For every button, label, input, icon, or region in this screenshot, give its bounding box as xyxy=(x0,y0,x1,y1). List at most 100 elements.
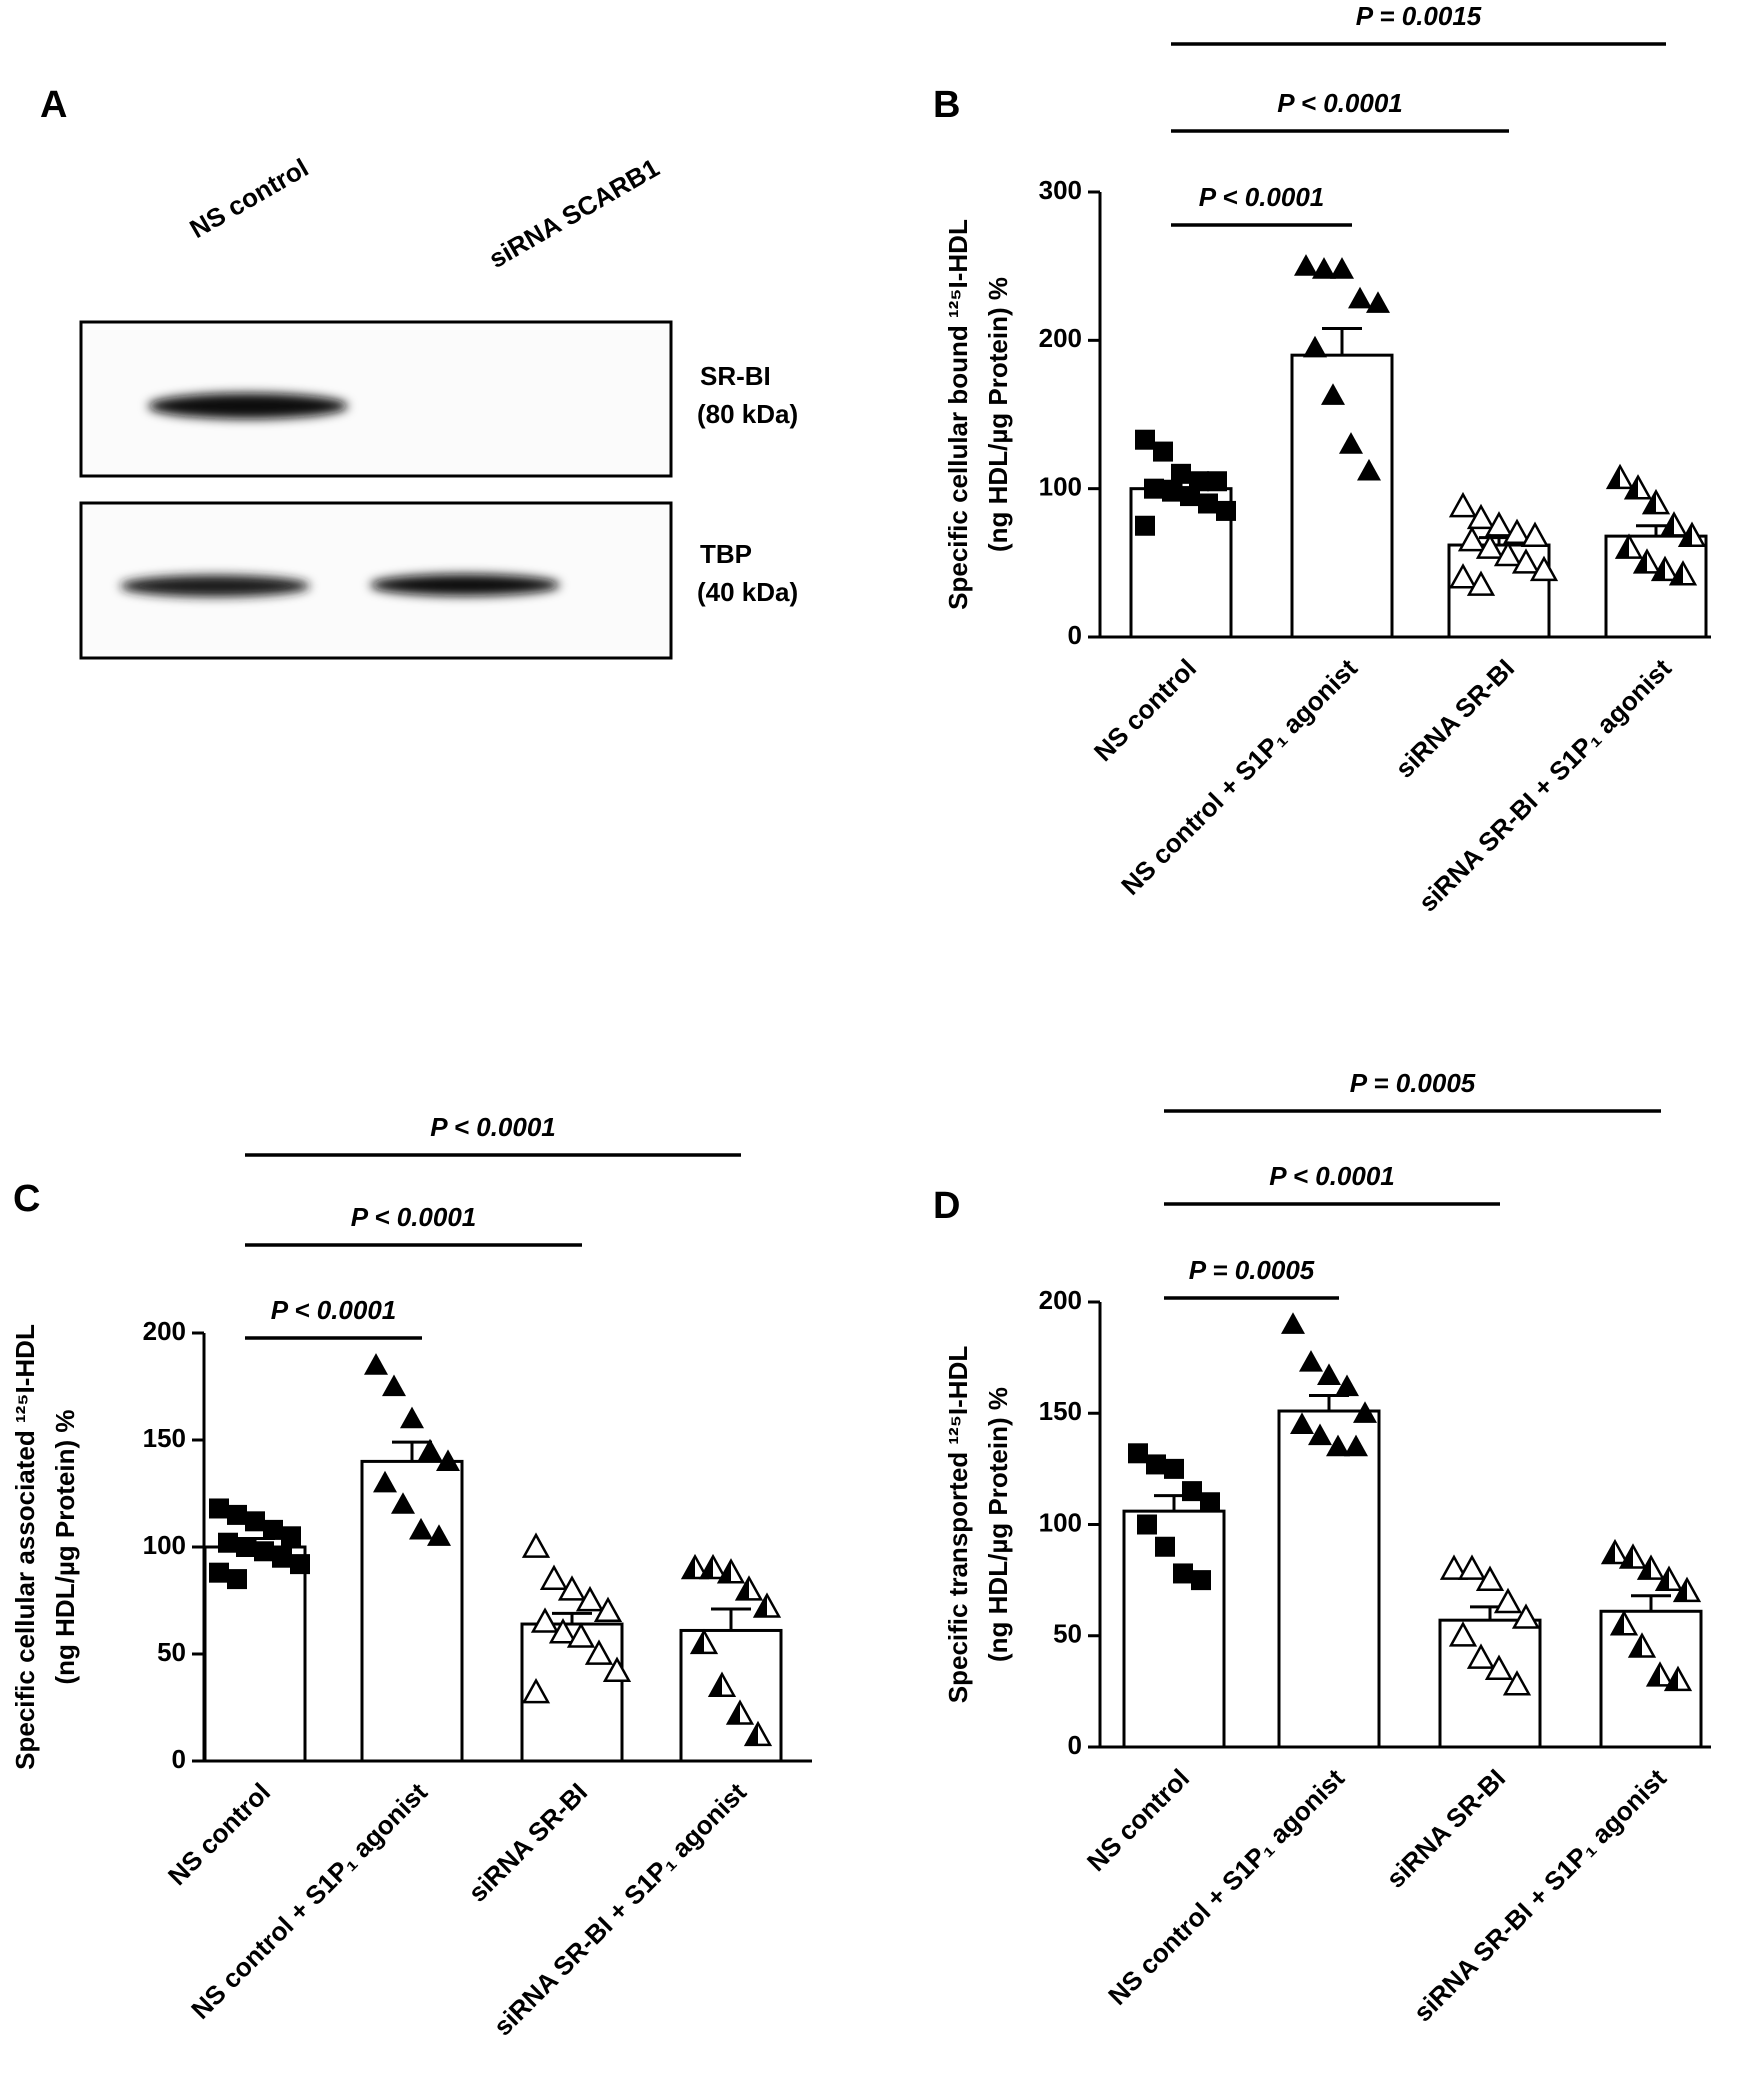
y-tick-label: 200 xyxy=(1039,323,1082,353)
point xyxy=(409,1517,433,1540)
point-shape xyxy=(1457,526,1487,552)
point xyxy=(1614,533,1644,559)
x-tick-label: NS control xyxy=(1081,1763,1195,1877)
point xyxy=(521,1532,551,1558)
bar xyxy=(1290,353,1394,639)
point xyxy=(734,1575,764,1601)
point-shape xyxy=(1308,1423,1332,1446)
point-shape xyxy=(539,1564,569,1590)
point-shape xyxy=(755,1594,767,1617)
point xyxy=(1511,548,1541,574)
point xyxy=(1348,286,1372,309)
blot-band xyxy=(148,393,348,419)
point xyxy=(743,1720,773,1747)
point xyxy=(1623,474,1653,500)
x-tick-label: siRNA SR-BI + S1P₁ agonist xyxy=(1412,653,1677,918)
point xyxy=(1668,560,1698,586)
point xyxy=(1654,1565,1684,1591)
point xyxy=(1308,1423,1332,1446)
point-shape xyxy=(1281,1312,1305,1334)
point-shape xyxy=(1603,1541,1615,1564)
point-shape xyxy=(1635,550,1647,573)
point xyxy=(557,1575,587,1601)
x-tick-label: siRNA SR-BI xyxy=(1389,653,1520,784)
y-tick-label: 100 xyxy=(1039,472,1082,502)
blot-size: (80 kDa) xyxy=(697,399,798,429)
point-shape xyxy=(1653,558,1665,580)
point xyxy=(1162,481,1182,502)
point-shape xyxy=(1448,1621,1478,1647)
error-bar xyxy=(552,1611,592,1625)
point-shape xyxy=(1639,1557,1651,1579)
point xyxy=(602,1656,632,1682)
point-shape xyxy=(427,1524,451,1546)
point xyxy=(584,1639,614,1665)
point xyxy=(1511,1603,1541,1629)
point-shape xyxy=(701,1556,713,1578)
point-shape xyxy=(1612,1612,1624,1635)
point-shape xyxy=(1439,1554,1469,1580)
point xyxy=(680,1553,710,1580)
point xyxy=(1636,1554,1666,1580)
point-shape xyxy=(1339,432,1363,454)
point xyxy=(1299,1350,1323,1372)
y-axis-label: (ng HDL/µg Protein) % xyxy=(983,277,1013,552)
point xyxy=(1137,1514,1157,1535)
point-shape xyxy=(521,1677,551,1704)
point-shape xyxy=(1321,383,1345,405)
point-shape xyxy=(1662,513,1674,536)
point-shape xyxy=(1466,1643,1496,1669)
significance-label: P < 0.0001 xyxy=(430,1112,556,1142)
significance-label: P < 0.0001 xyxy=(1199,182,1325,212)
x-tick-label: NS control xyxy=(1088,653,1202,767)
point xyxy=(1448,563,1478,589)
point-shape xyxy=(1608,466,1620,488)
y-tick-label: 0 xyxy=(1068,620,1082,650)
point xyxy=(1281,1312,1305,1334)
point xyxy=(1135,429,1155,450)
y-tick-label: 150 xyxy=(143,1423,186,1453)
point xyxy=(1457,526,1487,552)
point xyxy=(1457,1554,1487,1580)
blot-band xyxy=(370,574,560,596)
point xyxy=(1146,1454,1166,1475)
point xyxy=(1200,1492,1220,1513)
point-shape xyxy=(1511,1603,1541,1629)
y-axis-label: (ng HDL/µg Protein) % xyxy=(983,1387,1013,1662)
point-shape xyxy=(1502,518,1532,545)
point xyxy=(1609,1610,1639,1636)
point-shape xyxy=(1330,257,1354,279)
x-tick-label: siRNA SR-BI + S1P₁ agonist xyxy=(1407,1763,1672,2028)
blot-size: (40 kDa) xyxy=(697,577,798,607)
point-shape xyxy=(391,1492,415,1514)
point-shape xyxy=(557,1575,587,1601)
point xyxy=(1618,1543,1648,1569)
point-shape xyxy=(1466,570,1496,596)
x-tick-label: NS control xyxy=(162,1777,276,1891)
point-shape xyxy=(1366,291,1390,313)
point xyxy=(391,1492,415,1514)
point-shape xyxy=(1466,503,1496,530)
point-shape xyxy=(1475,1565,1505,1591)
point xyxy=(281,1526,301,1547)
lane-label: siRNA SCARB1 xyxy=(484,152,665,274)
point xyxy=(1344,1434,1368,1457)
point-shape xyxy=(1626,476,1638,499)
point-shape xyxy=(548,1618,578,1644)
point-shape xyxy=(728,1701,740,1724)
point xyxy=(436,1449,460,1471)
point xyxy=(1128,1443,1148,1464)
point-shape xyxy=(1475,533,1505,559)
point xyxy=(1672,1576,1702,1603)
point-shape xyxy=(1357,458,1381,481)
point-shape xyxy=(1493,1587,1523,1614)
x-tick-label: siRNA SR-BI xyxy=(1380,1763,1511,1894)
point xyxy=(1529,555,1559,582)
point xyxy=(1366,291,1390,313)
y-axis-label: Specific cellular associated ¹²⁵I-HDL xyxy=(10,1324,40,1770)
point xyxy=(707,1671,737,1697)
point-shape xyxy=(1502,1670,1532,1696)
point xyxy=(227,1504,247,1525)
error-bar xyxy=(1309,1393,1349,1412)
point xyxy=(1312,257,1336,279)
